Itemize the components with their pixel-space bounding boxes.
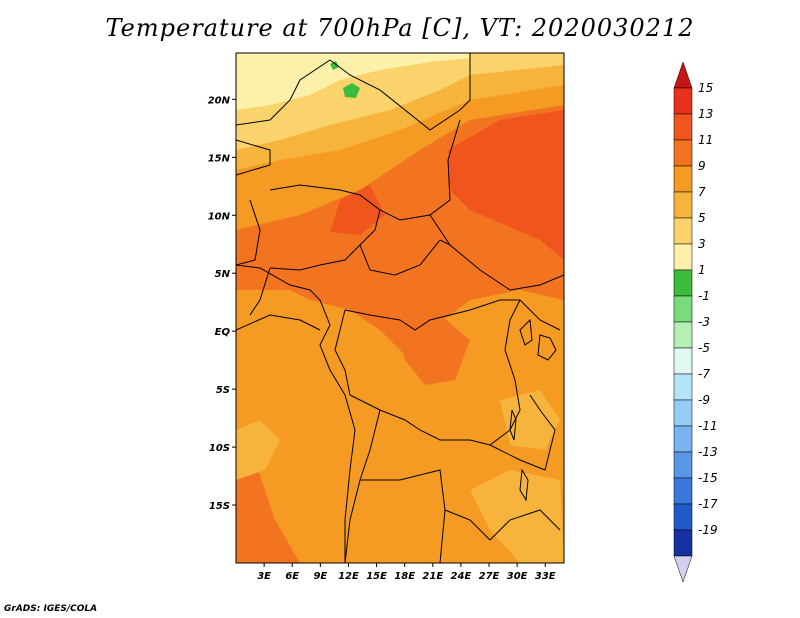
colorbar-swatch (673, 321, 693, 349)
colorbar-swatch (673, 425, 693, 453)
colorbar-swatch (673, 503, 693, 531)
lon-tick-label: 15E (366, 571, 387, 582)
colorbar-swatch (673, 529, 693, 557)
plot-frame (235, 52, 565, 564)
lat-tick-label: 15N (208, 153, 231, 164)
lat-tick-label: EQ (215, 327, 231, 338)
lakes (509, 318, 557, 502)
lat-tick-label: 10N (208, 211, 231, 222)
map-title: Temperature at 700hPa [C], VT: 202003021… (105, 14, 695, 42)
lon-tick-label: 33E (535, 571, 556, 582)
colorbar-label: -3 (698, 315, 710, 329)
field-band-1-3-small (330, 61, 339, 70)
colorbar-swatch (673, 347, 693, 375)
colorbar-label: 13 (698, 107, 713, 121)
colorbar-label: 11 (698, 133, 713, 147)
colorbar-swatch (673, 399, 693, 427)
latitude-axis: 20N 15N 10N 5N EQ 5S 10S 15S (208, 95, 236, 512)
field-band-1-3-patch (343, 83, 360, 98)
field-band-13-15-center (330, 185, 385, 235)
colorbar-label: -17 (698, 497, 718, 511)
lon-tick-label: 21E (422, 571, 443, 582)
lon-tick-label: 6E (285, 571, 299, 582)
colorbar-label: 9 (698, 159, 706, 173)
colorbar-swatch (673, 477, 693, 505)
colorbar-swatch (673, 243, 693, 271)
lon-tick-label: 9E (313, 571, 327, 582)
lon-tick-label: 30E (507, 571, 528, 582)
lon-tick-label: 12E (338, 571, 359, 582)
field-band-13-15-east (448, 110, 564, 260)
colorbar-swatch (673, 87, 693, 115)
lat-tick-label: 5S (216, 385, 230, 396)
colorbar-swatch (673, 191, 693, 219)
colorbar-label: -9 (698, 393, 710, 407)
lat-tick-label: 20N (208, 95, 231, 106)
lon-tick-label: 24E (451, 571, 472, 582)
colorbar-swatch (673, 165, 693, 193)
colorbar-label: -7 (698, 367, 710, 381)
field-band-7-9-west (236, 420, 280, 480)
colorbar-swatch (673, 113, 693, 141)
longitude-axis: 3E 6E 9E 12E 15E 18E 21E 24E 27E 30E 33E (257, 563, 556, 582)
lat-tick-label: 5N (215, 269, 231, 280)
colorbar-label: -1 (698, 289, 710, 303)
colorbar-label: -5 (698, 341, 710, 355)
lat-tick-label: 15S (209, 501, 230, 512)
field-band-7-9-southeast (470, 470, 564, 563)
field-band-3-5 (236, 53, 470, 110)
lon-tick-label: 18E (394, 571, 415, 582)
colorbar-label: -11 (698, 419, 718, 433)
colorbar-label: 3 (698, 237, 706, 251)
colorbar-label: 5 (698, 211, 706, 225)
colorbar-label: 7 (698, 185, 706, 199)
colorbar-swatch (673, 295, 693, 323)
temperature-field (236, 53, 564, 563)
colorbar-label: -13 (698, 445, 718, 459)
colorbar-swatch (673, 217, 693, 245)
field-band-11-13-congo (400, 315, 470, 385)
colorbar: 15 13 11 9 7 5 3 1 -1 -3 -5 -7 -9 -11 -13 -15 -17 -19 (673, 61, 718, 583)
colorbar-label: -19 (698, 523, 718, 537)
colorbar-label: -15 (698, 471, 718, 485)
colorbar-swatch (673, 373, 693, 401)
credit-label: GrADS: IGES/COLA (4, 604, 98, 614)
colorbar-bottom-arrow (673, 555, 693, 583)
coastline (236, 264, 356, 563)
lon-tick-label: 3E (257, 571, 271, 582)
colorbar-top-arrow (673, 61, 693, 89)
colorbar-label: 1 (698, 263, 706, 277)
lat-tick-label: 10S (209, 443, 230, 454)
colorbar-label: 15 (698, 81, 713, 95)
colorbar-swatch (673, 139, 693, 167)
lon-tick-label: 27E (479, 571, 500, 582)
colorbar-swatch (673, 451, 693, 479)
colorbar-swatch (673, 269, 693, 297)
